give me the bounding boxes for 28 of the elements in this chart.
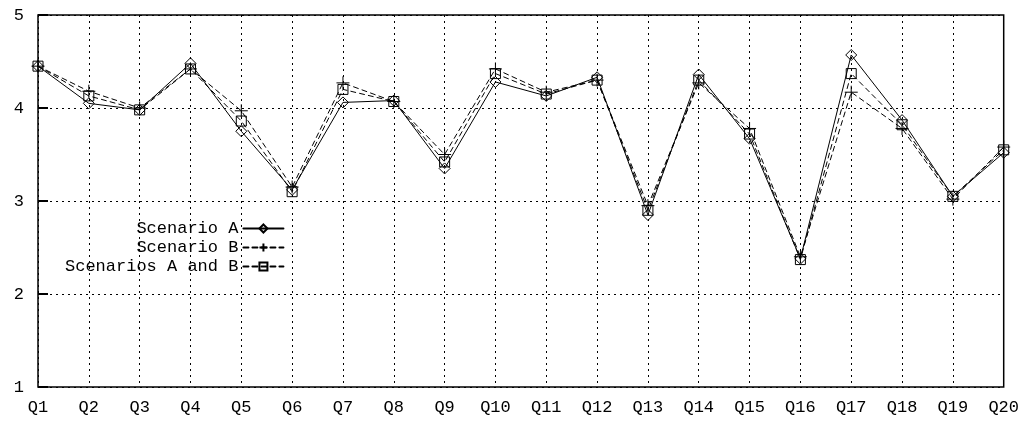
x-tick-label: Q19 (937, 398, 969, 417)
x-tick-label: Q9 (434, 398, 455, 417)
x-tick-label: Q10 (480, 398, 511, 417)
x-tick-label: Q12 (581, 398, 613, 417)
x-tick-label: Q16 (785, 398, 816, 417)
x-tick-label: Q2 (78, 398, 100, 417)
y-tick-label: 2 (13, 284, 24, 304)
x-tick-label: Q3 (129, 398, 150, 417)
x-tick-label: Q20 (988, 398, 1019, 417)
y-tick-label: 1 (13, 377, 24, 397)
x-tick-label: Q6 (281, 398, 303, 417)
x-tick-label: Q1 (27, 398, 49, 417)
x-tick-label: Q13 (632, 398, 664, 417)
y-tick-label: 5 (13, 5, 24, 25)
x-tick-label: Q5 (231, 398, 252, 417)
x-tick-label: Q4 (180, 398, 201, 417)
x-tick-label: Q18 (886, 398, 918, 417)
x-tick-label: Q8 (383, 398, 404, 417)
legend-label: Scenario A (136, 219, 240, 238)
legend-label: Scenarios A and B (64, 257, 239, 276)
x-tick-label: Q14 (683, 398, 715, 417)
x-tick-label: Q11 (530, 398, 562, 417)
y-tick-label: 4 (13, 98, 24, 118)
x-tick-label: Q17 (835, 398, 867, 417)
legend-label: Scenario B (136, 238, 239, 257)
x-tick-label: Q7 (332, 398, 354, 417)
y-tick-label: 3 (13, 191, 24, 211)
x-tick-label: Q15 (734, 398, 765, 417)
